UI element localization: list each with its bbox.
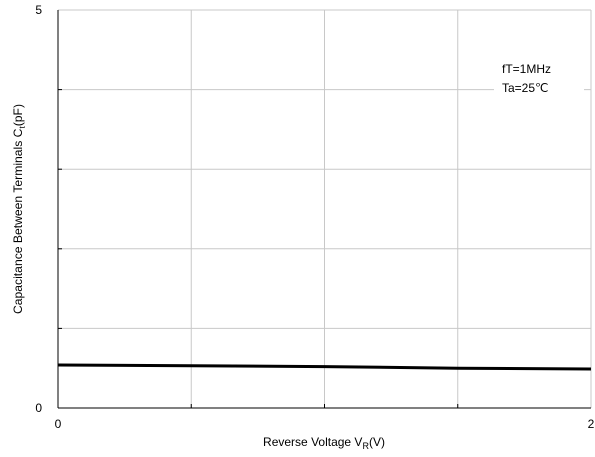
y-axis-title-subscript: t [18, 125, 27, 128]
annotation-frequency: fT=1MHz [502, 62, 551, 76]
tick-labels: 0 5 0 2 [35, 3, 594, 431]
x-tick-label: 2 [588, 417, 595, 431]
y-axis-title-prefix: Capacitance Between Terminals C [11, 128, 25, 314]
x-axis-title: Reverse Voltage VR(V) [263, 435, 385, 451]
axes [57, 10, 591, 409]
y-tick-label: 5 [35, 3, 42, 17]
annotation-box: fT=1MHz Ta=25℃ [494, 58, 584, 100]
series-group [57, 363, 592, 371]
x-axis-title-prefix: Reverse Voltage V [263, 435, 362, 449]
y-tick-label: 0 [35, 401, 42, 415]
x-axis-title-suffix: (V) [369, 435, 385, 449]
annotation-background [494, 58, 584, 100]
y-axis-title: Capacitance Between Terminals Ct(pF) [11, 104, 27, 314]
y-axis-title-suffix: (pF) [11, 104, 25, 126]
x-tick-label: 0 [55, 417, 62, 431]
series-line-0 [57, 363, 592, 371]
annotation-temperature: Ta=25℃ [502, 81, 549, 95]
x-axis-title-subscript: R [362, 441, 369, 451]
